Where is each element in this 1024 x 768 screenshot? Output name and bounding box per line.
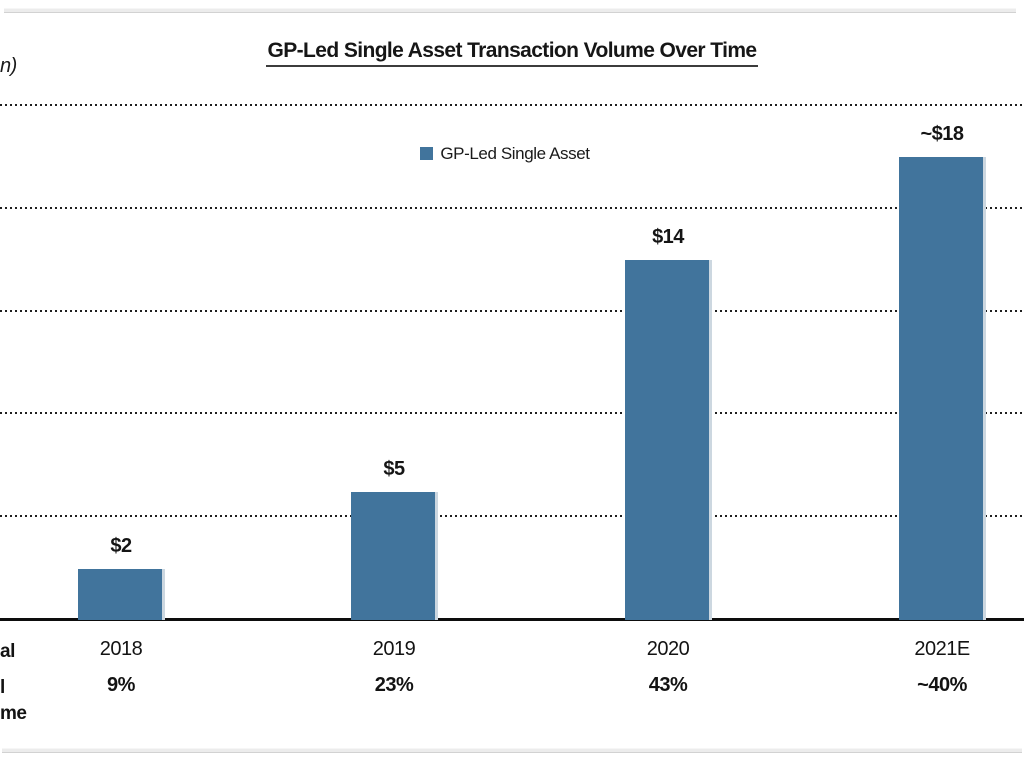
x-axis-label-2019: 2019 [372, 638, 416, 660]
chart-title-text: GP-Led Single Asset Transaction Volume O… [265, 39, 759, 67]
gridline-4 [0, 515, 1024, 518]
legend-swatch-icon [420, 147, 434, 160]
bar-value-label-2020: $14 [652, 226, 684, 249]
pct-of-total-2018: 9% [107, 674, 135, 696]
pct-of-total-2020: 43% [648, 674, 688, 696]
gridline-16 [0, 206, 1024, 209]
x-axis-line [0, 618, 1024, 621]
bar-value-label-2018: $2 [110, 534, 132, 557]
pct-of-total-2019: 23% [374, 674, 414, 696]
gridline-8 [0, 412, 1024, 415]
left-row-label-fragment-1: al [0, 641, 15, 662]
left-row-label-fragment-3: me [0, 703, 27, 724]
bar-value-label-2019: $5 [383, 457, 405, 480]
gridline-20 [0, 104, 1024, 106]
bottom-border-line [2, 748, 1022, 753]
left-row-label-fragment-2: l [0, 677, 5, 698]
bar-2020 [624, 260, 712, 620]
bar-value-label-2021E: ~$18 [920, 123, 964, 146]
chart-title: GP-Led Single Asset Transaction Volume O… [0, 39, 1024, 67]
gridline-12 [0, 309, 1024, 312]
bar-2019 [350, 491, 438, 620]
bar-2021E [898, 157, 986, 620]
pct-of-total-2021E: ~40% [917, 674, 967, 696]
axis-unit-label: n) [0, 55, 17, 77]
legend: GP-Led Single Asset [0, 144, 1010, 164]
legend-label: GP-Led Single Asset [440, 144, 590, 163]
x-axis-label-2018: 2018 [99, 638, 143, 660]
x-axis-label-2021E: 2021E [914, 638, 970, 660]
top-border-line [4, 8, 1016, 13]
x-axis-label-2020: 2020 [646, 638, 690, 660]
bar-2018 [77, 568, 165, 620]
